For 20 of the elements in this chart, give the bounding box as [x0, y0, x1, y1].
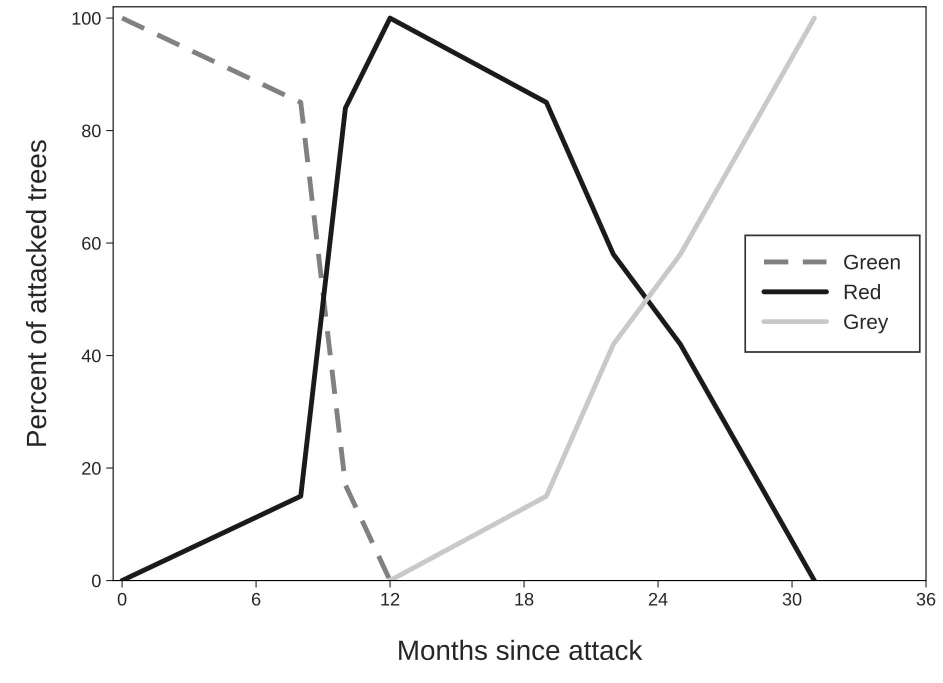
y-tick-label: 80 [82, 124, 101, 138]
line-series [388, 16, 817, 581]
y-tick-label: 40 [82, 349, 101, 362]
x-tick-label: 12 [381, 592, 400, 606]
x-axis-title: Months since attack [399, 640, 642, 660]
x-tick-label: 30 [782, 592, 802, 606]
line-series [120, 16, 392, 581]
x-tick-label: 18 [515, 592, 534, 606]
x-tick-label: 6 [252, 592, 260, 606]
legend-label: Grey [844, 314, 888, 334]
x-tick-label: 0 [118, 592, 126, 606]
legend-label: Red [844, 284, 880, 300]
legend-label: Green [844, 254, 900, 270]
y-axis-title: Percent of attacked trees [26, 140, 46, 446]
y-tick-label: 0 [92, 574, 101, 588]
y-tick-label: 60 [82, 237, 101, 250]
x-tick-label: 36 [916, 592, 936, 606]
y-tick-label: 100 [72, 12, 101, 25]
y-tick-label: 20 [82, 462, 101, 475]
x-tick-label: 24 [648, 592, 668, 606]
